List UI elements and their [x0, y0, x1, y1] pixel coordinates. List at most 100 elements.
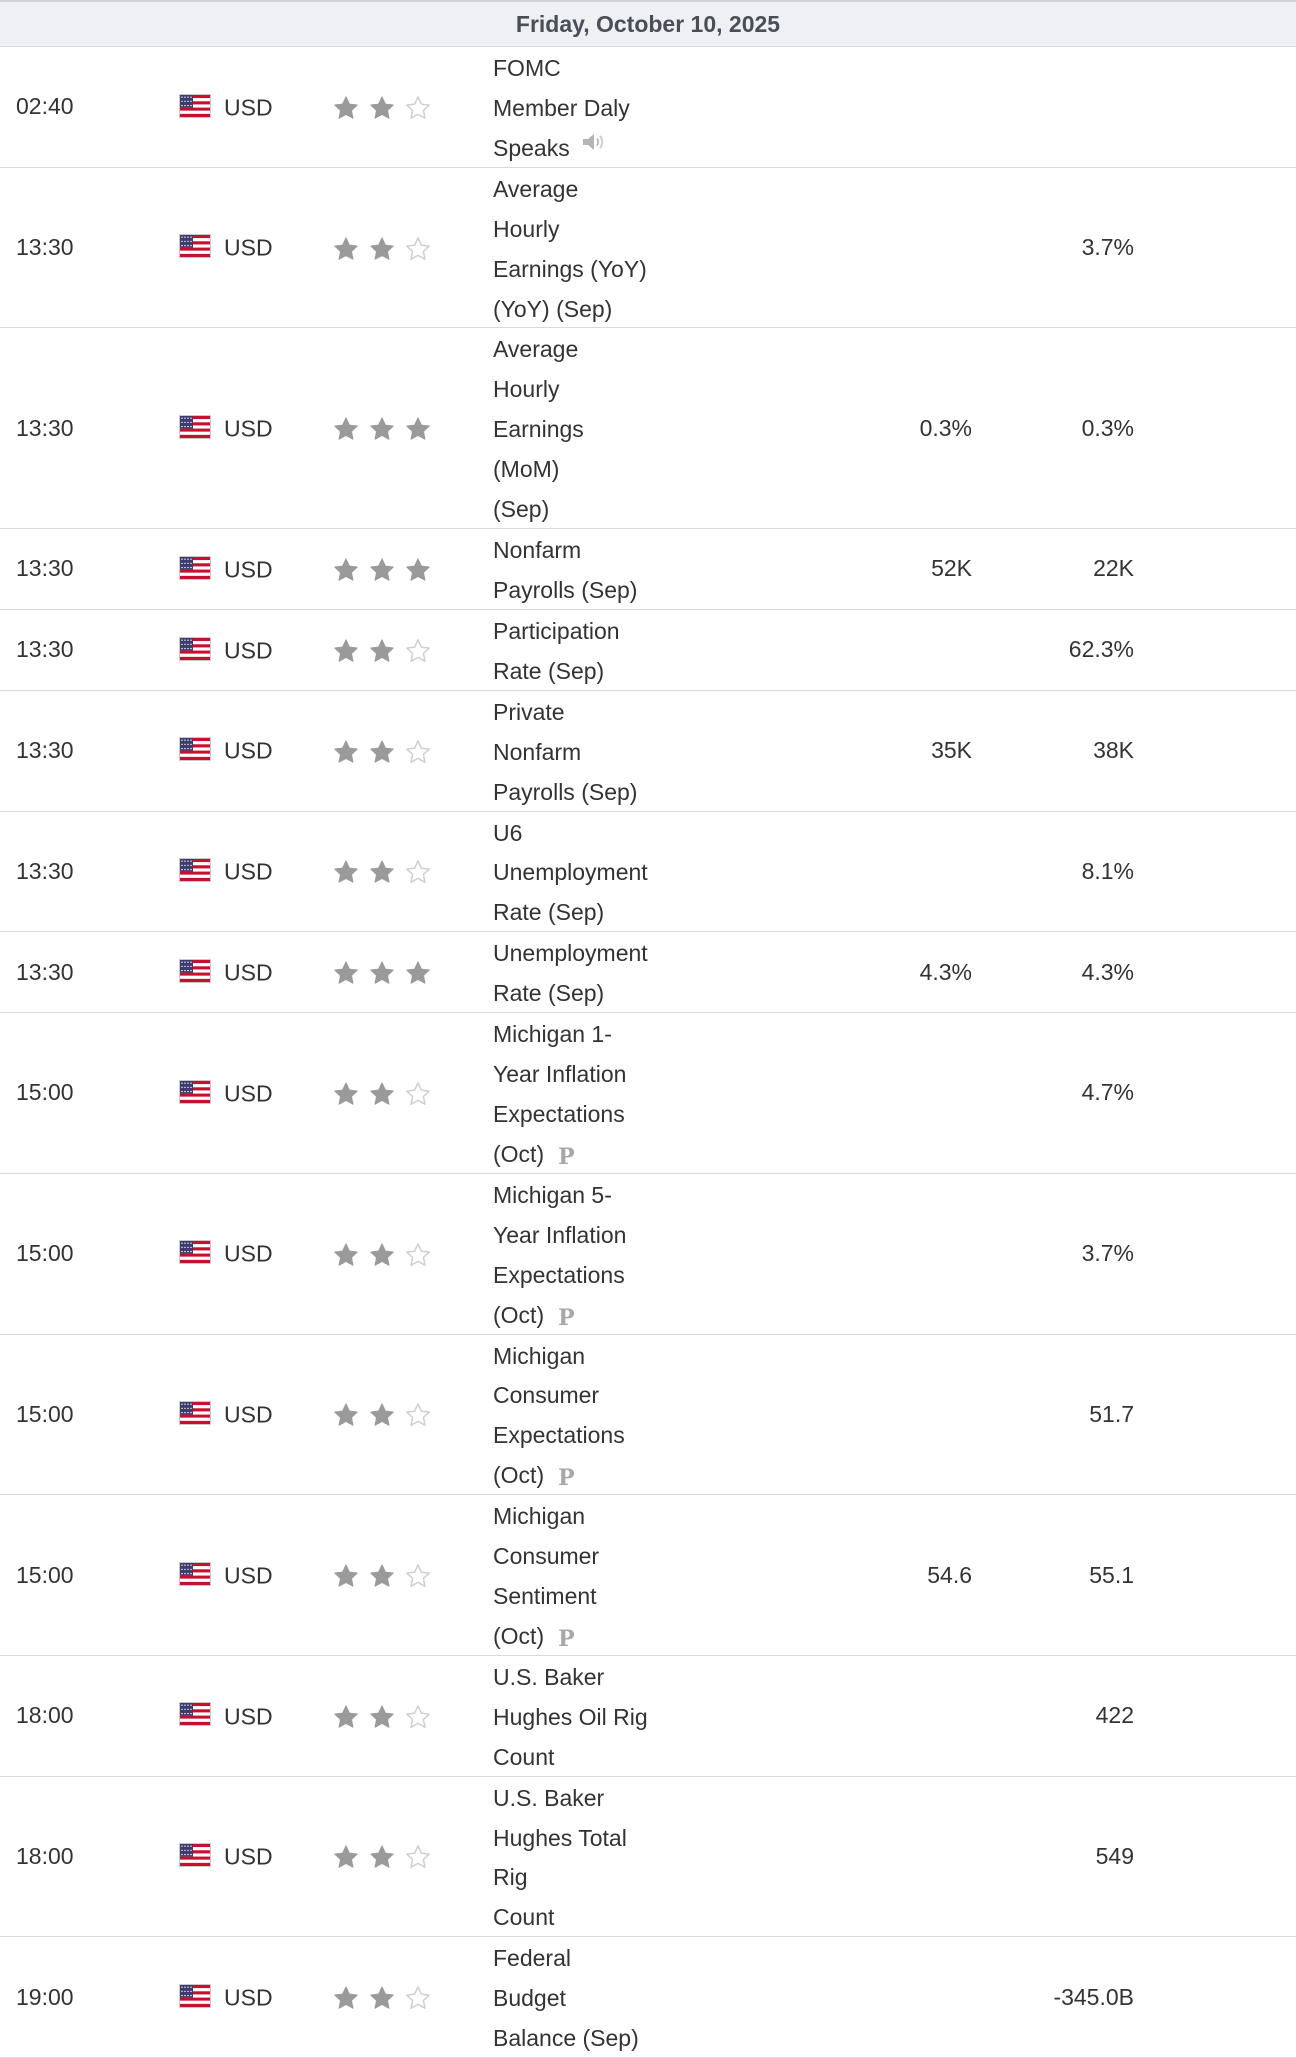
star-filled-icon [333, 960, 369, 986]
event-row[interactable]: 02:40 USD FOMC Member Daly Speaks [0, 46, 1296, 168]
star-filled-icon [333, 739, 369, 765]
event-row[interactable]: 15:00 USD Michigan Consumer Sentiment (Oct)… [0, 1494, 1296, 1656]
row-spacer [1134, 811, 1296, 933]
event-name-line[interactable]: (YoY) (Sep) [493, 295, 613, 322]
us-flag-icon [180, 235, 210, 258]
event-name-cell[interactable]: Federal Budget Balance (Sep) [486, 1936, 648, 2058]
event-name-cell[interactable]: U6 Unemployment Rate (Sep) [486, 811, 648, 933]
event-name-line[interactable]: Unemployment Rate (Sep) [493, 940, 648, 1007]
event-importance [324, 1334, 486, 1496]
event-row[interactable]: 13:30 USD U6 Unemployment Rate (Sep) 8.1% [0, 811, 1296, 933]
row-spacer [1134, 327, 1296, 530]
event-currency: USD [224, 1562, 273, 1589]
star-empty-icon [405, 1985, 441, 2011]
speaker-icon[interactable] [580, 127, 606, 165]
event-name-cell[interactable]: Nonfarm Payrolls (Sep) [486, 528, 648, 610]
event-name-cell[interactable]: U.S. Baker Hughes Oil Rig Count [486, 1655, 648, 1777]
event-row[interactable]: 15:00 USD Michigan 5-Year Inflation Expecta… [0, 1173, 1296, 1335]
event-forecast [810, 1655, 972, 1777]
event-previous: 8.1% [972, 811, 1134, 933]
event-row[interactable]: 15:00 USD Michigan Consumer Expectations (O… [0, 1334, 1296, 1496]
star-empty-icon [405, 739, 441, 765]
event-importance [324, 327, 486, 530]
event-currency: USD [224, 959, 273, 986]
star-filled-icon [369, 95, 405, 121]
row-spacer [1134, 1012, 1296, 1174]
event-row[interactable]: 18:00 USD U.S. Baker Hughes Oil Rig Count 42… [0, 1655, 1296, 1777]
event-actual [648, 690, 810, 812]
event-time: 18:00 [0, 1776, 162, 1938]
event-name-line[interactable]: Nonfarm Payrolls (Sep) [493, 536, 638, 603]
event-name-cell[interactable]: Average Hourly Earnings (MoM) (Sep) [486, 327, 648, 530]
event-name-line[interactable]: Average Hourly Earnings (YoY) [493, 175, 647, 282]
event-name-cell[interactable]: Michigan 5-Year Inflation Expectations (O… [486, 1173, 648, 1335]
event-name-line[interactable]: U.S. Baker Hughes Oil Rig [493, 1663, 648, 1730]
event-row[interactable]: 13:30 USD Unemployment Rate (Sep) 4.3% 4.3% [0, 931, 1296, 1014]
event-currency: USD [224, 1843, 273, 1870]
event-name-line[interactable]: Federal Budget Balance (Sep) [493, 1945, 639, 2052]
event-importance [324, 1776, 486, 1938]
event-row[interactable]: 13:30 USD Average Hourly Earnings (YoY) (Yo… [0, 167, 1296, 329]
event-actual [648, 1936, 810, 2058]
event-actual [648, 46, 810, 168]
star-filled-icon [333, 1242, 369, 1268]
event-name-cell[interactable]: Private Nonfarm Payrolls (Sep) [486, 690, 648, 812]
us-flag-icon [180, 1562, 210, 1585]
event-name-line[interactable]: Michigan 1-Year Inflation [493, 1021, 627, 1087]
event-currency-cell: USD [162, 167, 324, 329]
star-filled-icon [369, 1844, 405, 1870]
us-flag-icon [180, 1080, 210, 1103]
event-name-line[interactable]: Michigan Consumer Sentiment [493, 1503, 600, 1609]
event-row[interactable]: 18:00 USD U.S. Baker Hughes Total Rig Count… [0, 1776, 1296, 1938]
event-actual [648, 1173, 810, 1335]
event-name-line[interactable]: Participation Rate (Sep) [493, 617, 620, 684]
event-previous: 38K [972, 690, 1134, 812]
event-name-line[interactable]: (Oct) [493, 1622, 545, 1649]
row-spacer [1134, 1173, 1296, 1335]
event-name-cell[interactable]: FOMC Member Daly Speaks [486, 46, 648, 168]
star-filled-icon [333, 1402, 369, 1428]
event-name-line[interactable]: Count [493, 1904, 555, 1931]
event-name-cell[interactable]: Participation Rate (Sep) [486, 609, 648, 691]
event-name-cell[interactable]: Average Hourly Earnings (YoY) (YoY) (Sep) [486, 167, 648, 329]
event-name-cell[interactable]: U.S. Baker Hughes Total Rig Count [486, 1776, 648, 1938]
us-flag-icon [180, 94, 210, 117]
event-name-cell[interactable]: Unemployment Rate (Sep) [486, 931, 648, 1014]
star-empty-icon [405, 859, 441, 885]
event-row[interactable]: 13:30 USD Private Nonfarm Payrolls (Sep) 35… [0, 690, 1296, 812]
event-time: 13:30 [0, 327, 162, 530]
event-name-cell[interactable]: Michigan Consumer Expectations (Oct) P [486, 1334, 648, 1496]
event-name-line[interactable]: U6 Unemployment Rate (Sep) [493, 819, 648, 926]
event-name-line[interactable]: Michigan 5-Year Inflation [493, 1181, 627, 1248]
star-filled-icon [333, 1704, 369, 1730]
event-name-line[interactable]: FOMC Member Daly Speaks [493, 54, 630, 161]
event-name-line[interactable]: (Sep) [493, 496, 550, 523]
event-row[interactable]: 13:30 USD Nonfarm Payrolls (Sep) 52K 22K [0, 528, 1296, 610]
event-name-cell[interactable]: Michigan Consumer Sentiment (Oct) P [486, 1494, 648, 1656]
event-row[interactable]: 15:00 USD Michigan 1-Year Inflation Expecta… [0, 1012, 1296, 1174]
event-forecast [810, 1334, 972, 1496]
star-filled-icon [405, 557, 441, 583]
event-currency: USD [224, 94, 273, 121]
event-currency: USD [224, 858, 273, 885]
event-row[interactable]: 13:30 USD Average Hourly Earnings (MoM) (Se… [0, 327, 1296, 530]
us-flag-icon [180, 738, 210, 761]
event-name-cell[interactable]: Michigan 1-Year Inflation Expectations (O… [486, 1012, 648, 1174]
star-empty-icon [405, 1704, 441, 1730]
star-filled-icon [333, 95, 369, 121]
us-flag-icon [180, 1703, 210, 1726]
event-name-line[interactable]: Count [493, 1743, 555, 1770]
event-forecast: 54.6 [810, 1494, 972, 1656]
event-name-line[interactable]: Private Nonfarm Payrolls (Sep) [493, 698, 638, 805]
event-name-line[interactable]: Average Hourly Earnings (MoM) [493, 336, 584, 483]
event-currency-cell: USD [162, 690, 324, 812]
event-name-line[interactable]: U.S. Baker Hughes Total Rig [493, 1784, 627, 1891]
star-empty-icon [405, 1081, 441, 1107]
event-row[interactable]: 19:00 USD Federal Budget Balance (Sep) -345… [0, 1936, 1296, 2058]
event-forecast [810, 167, 972, 329]
row-spacer [1134, 609, 1296, 691]
event-row[interactable]: 13:30 USD Participation Rate (Sep) 62.3% [0, 609, 1296, 691]
event-previous: 22K [972, 528, 1134, 610]
event-name-line[interactable]: Michigan Consumer [493, 1342, 600, 1409]
star-empty-icon [405, 1242, 441, 1268]
